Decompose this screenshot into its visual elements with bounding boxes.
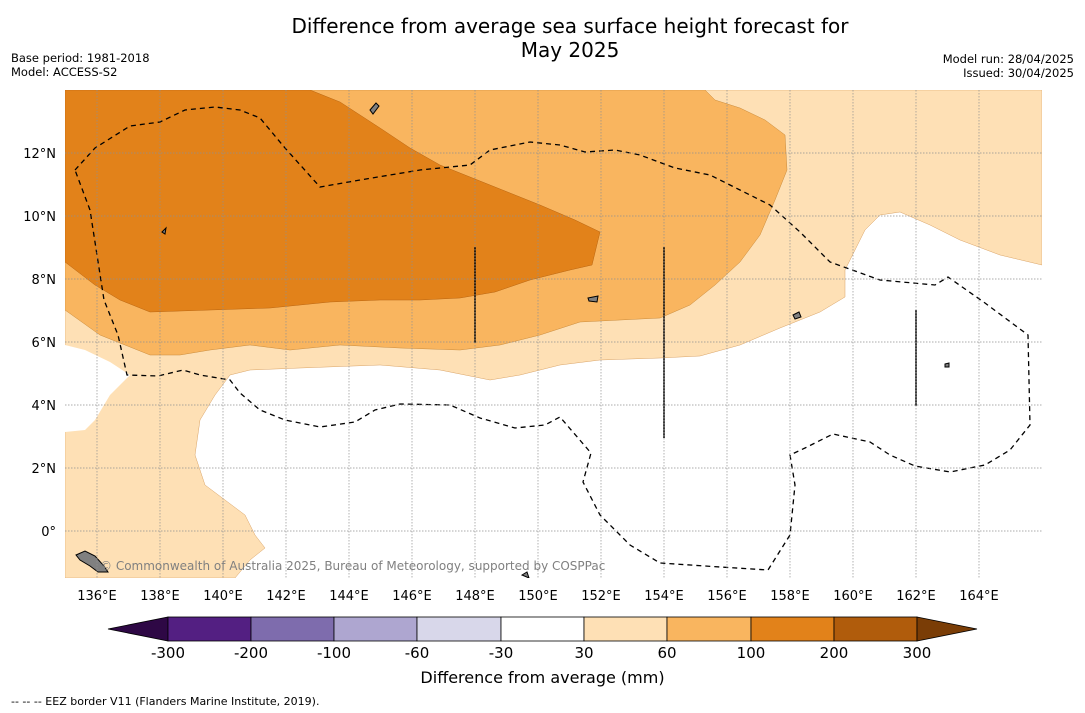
island-guam [369,102,380,115]
y-tick-label: 8°N [32,273,57,288]
x-tick-label: 148°E [455,589,495,604]
y-tick-labels: 12°N 10°N 8°N 6°N 4°N 2°N 0° [23,147,56,540]
colorbar-segments [167,616,918,642]
colorbar-segment [833,616,918,642]
colorbar-tick: 300 [903,644,932,662]
island-pohnpei [792,311,802,320]
footnote: -- -- -- EEZ border V11 (Flanders Marine… [11,695,320,708]
title-line-2: May 2025 [520,38,620,62]
x-tick-label: 156°E [707,589,747,604]
model-run-text: Model run: 28/04/2025 [942,52,1074,66]
colorbar-segment [583,616,668,642]
meta-right: Model run: 28/04/2025 Issued: 30/04/2025 [943,52,1074,80]
colorbar-segment [333,616,418,642]
eez-borders [74,106,1031,571]
grid-lines [65,90,1042,578]
colorbar-segment [167,616,252,642]
colorbar: -300 -200 -100 -60 -30 30 60 100 200 300 [107,616,978,662]
model-text: Model: ACCESS-S2 [11,65,118,79]
colorbar-extend-high [916,616,978,642]
colorbar-tick: -60 [405,644,430,662]
x-tick-label: 150°E [518,589,558,604]
x-tick-label: 142°E [266,589,306,604]
colorbar-segment [250,616,335,642]
y-tick-label: 2°N [32,462,57,477]
y-tick-label: 12°N [23,147,56,162]
colorbar-tick: 30 [574,644,593,662]
colorbar-segment [416,616,502,642]
colorbar-tick-labels: -300 -200 -100 -60 -30 30 60 100 200 300 [151,644,931,662]
map-credit: © Commonwealth of Australia 2025, Bureau… [100,559,605,573]
x-tick-labels: 136°E 138°E 140°E 142°E 144°E 146°E 148°… [77,589,999,604]
forecast-map: © Commonwealth of Australia 2025, Bureau… [23,90,1042,604]
y-tick-label: 4°N [32,399,57,414]
y-tick-label: 10°N [23,210,56,225]
x-tick-label: 162°E [896,589,936,604]
x-tick-label: 154°E [644,589,684,604]
colorbar-tick: 100 [737,644,766,662]
title-line-1: Difference from average sea surface heig… [291,14,849,38]
colorbar-segment [666,616,752,642]
colorbar-tick: -30 [489,644,514,662]
x-tick-label: 146°E [392,589,432,604]
colorbar-segment [750,616,835,642]
island-palau [161,226,167,235]
colorbar-tick: -300 [151,644,185,662]
island-png-north [75,550,109,573]
y-tick-label: 0° [41,525,56,540]
x-tick-label: 160°E [833,589,873,604]
island-kosrae [944,362,950,368]
island-chuuk [587,295,599,303]
x-tick-label: 158°E [770,589,810,604]
eez-border-north [74,106,1031,571]
map-fill-layer [65,90,1042,578]
x-tick-label: 140°E [203,589,243,604]
island-small-1 [520,571,530,578]
colorbar-extend-low [107,616,169,642]
colorbar-tick: -100 [317,644,351,662]
x-tick-label: 152°E [581,589,621,604]
colorbar-tick: 60 [657,644,676,662]
white-patch-west [65,345,130,432]
meta-left: Base period: 1981-2018 Model: ACCESS-S2 [11,51,150,79]
x-tick-label: 138°E [140,589,180,604]
page-title: Difference from average sea surface heig… [200,14,940,62]
x-tick-label: 136°E [77,589,117,604]
contour-100-200 [65,90,601,313]
islands [75,102,950,578]
colorbar-tick: -200 [234,644,268,662]
colorbar-tick: 200 [820,644,849,662]
y-tick-label: 6°N [32,336,57,351]
x-tick-label: 164°E [959,589,999,604]
issued-text: Issued: 30/04/2025 [963,66,1074,80]
colorbar-label: Difference from average (mm) [420,668,665,687]
base-period-text: Base period: 1981-2018 [11,51,150,65]
colorbar-segment [500,616,585,642]
x-tick-label: 144°E [329,589,369,604]
